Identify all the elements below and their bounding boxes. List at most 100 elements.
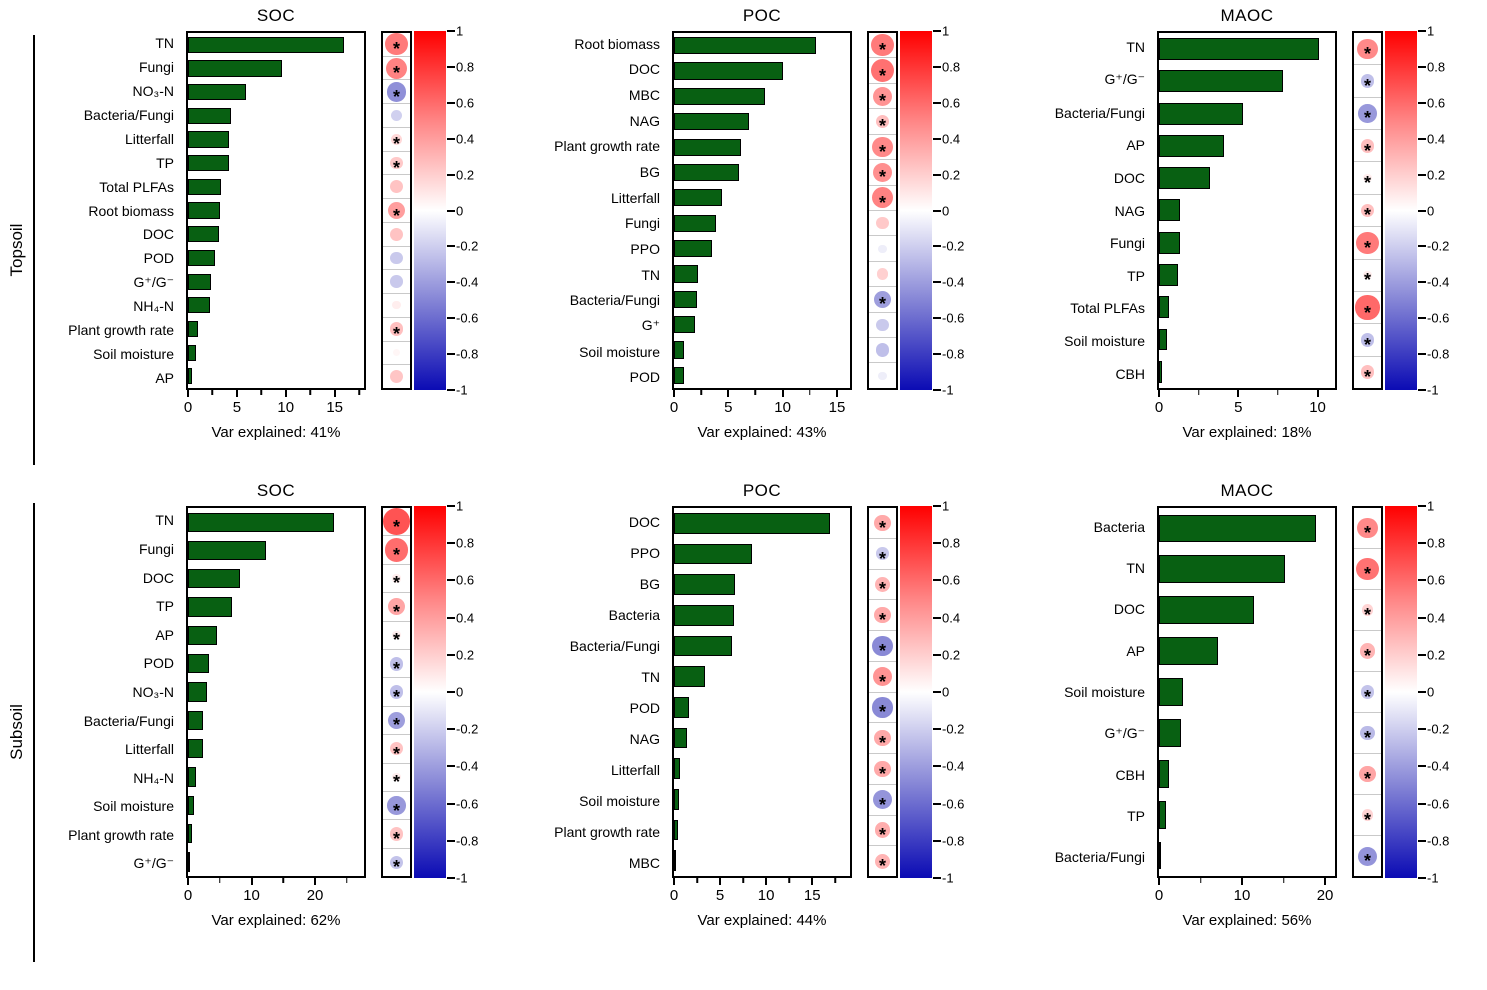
significance-star: * [1363,851,1372,872]
colorbar-tick [447,505,455,507]
importance-bar [1159,102,1244,125]
x-major-tick [719,878,722,885]
correlation-cell: * [869,160,896,186]
x-tick-label: 5 [724,399,733,416]
importance-bar [674,666,706,688]
panel-subsoil-poc: POC DOC PPO BG Bacteria Bacteria/Fungi TN POD N… [522,481,1002,963]
category-label: AP [155,370,174,387]
x-axis-ticks [1158,878,1335,886]
bar-row [188,364,364,388]
correlation-cell: * [869,287,896,313]
importance-bar [674,512,830,534]
category-label: DOC [1113,169,1145,186]
x-tick-label: 20 [306,887,324,904]
x-minor-tick [219,878,221,883]
correlation-cell: * [1354,162,1381,195]
colorbar-ticks: 1 0.8 0.6 0.4 0.2 0 -0.2 -0.4 -0.6 -0.8 -1 [1385,24,1449,398]
category-label: G⁺/G⁻ [1104,724,1145,741]
colorbar-tick [933,579,941,582]
importance-bar [674,788,679,810]
colorbar-tick-label: 0.8 [942,59,961,75]
correlation-dot [1360,203,1375,218]
importance-bar [188,682,208,702]
correlation-cell [383,365,410,388]
significance-star: * [392,573,401,594]
correlation-cell [869,338,896,364]
correlation-dot [872,162,893,183]
significance-star: * [878,671,887,692]
bars [1159,33,1335,388]
significance-star: * [878,794,887,815]
panel-title: POC [742,6,782,25]
bar-row [674,569,850,600]
colorbar-tick [447,389,455,391]
significance-star: * [1363,523,1372,544]
colorbar-tick [447,839,455,842]
significance-star: * [392,601,401,622]
importance-bar [674,163,740,182]
colorbar-tick-label: -0.8 [456,833,479,849]
category-labels: Bacteria TN DOC AP Soil moisture G⁺/G⁻ CBH TP Ba… [1007,506,1151,878]
panel-topsoil-maoc: MAOC TN G⁺/G⁻ Bacteria/Fungi AP DOC NAG Fungi T… [1007,6,1487,474]
bar-row [674,33,850,58]
colorbar-tick-label: -1 [456,870,468,886]
colorbar-tick [447,353,455,356]
importance-bar [674,758,680,780]
correlation-dot [1360,685,1375,699]
correlation-dot [1359,765,1376,783]
correlation-dot [387,201,406,220]
importance-bar [1159,360,1163,383]
bar-row [674,815,850,846]
x-minor-tick [282,878,285,883]
category-label: Soil moisture [93,346,174,363]
importance-bar [1159,328,1167,351]
colorbar-tick-label: 0.2 [1427,647,1446,663]
bar-row [188,706,364,734]
bar-row [188,199,364,223]
bar-row [1159,508,1335,549]
bar-row [674,692,850,723]
category-label: Litterfall [124,741,174,758]
colorbar-tick [933,616,941,619]
correlation-dot [393,349,400,357]
bar-row [1159,33,1335,65]
category-label: Litterfall [124,130,174,147]
colorbar-tick [1418,653,1426,656]
correlation-dot-strip: * * * * * * * * * * * * * [381,506,412,878]
category-label: DOC [1113,601,1145,618]
panel-title: SOC [256,6,296,25]
correlation-dot [1363,271,1372,280]
colorbar-tick-label: -0.8 [942,346,965,362]
x-minor-tick [1199,878,1202,883]
x-axis-tick-labels: 0 5 10 [1155,399,1335,417]
importance-bar [674,366,684,384]
importance-bar [674,214,717,232]
correlation-dot [387,711,406,730]
category-label: Fungi [138,58,174,75]
topsoil-bracket-line [33,35,35,465]
colorbar-tick-label: 0.4 [942,131,961,147]
category-label: Soil moisture [579,792,660,809]
importance-bar [1159,296,1169,319]
importance-bar [188,226,220,243]
significance-star: * [1363,270,1372,291]
bar-row [188,270,364,294]
significance-star: * [1363,687,1372,708]
importance-bar [188,60,282,77]
colorbar-tick-label: 0 [942,203,950,218]
bar-row [674,84,850,109]
correlation-dot [872,635,893,657]
colorbar-tick [1418,317,1426,320]
bar-row [674,508,850,539]
colorbar-tick-label: 0 [456,684,464,700]
colorbar-tick [933,542,941,545]
bar-row [674,287,850,312]
correlation-dot [391,133,402,145]
colorbar-tick [933,317,941,320]
correlation-dot [389,227,404,241]
category-labels: DOC PPO BG Bacteria Bacteria/Fungi TN POD NAG Li… [522,506,666,878]
category-label: TP [156,154,174,171]
bar-row [188,104,364,128]
importance-bar [1159,264,1179,286]
category-label: Soil moisture [1064,333,1145,350]
